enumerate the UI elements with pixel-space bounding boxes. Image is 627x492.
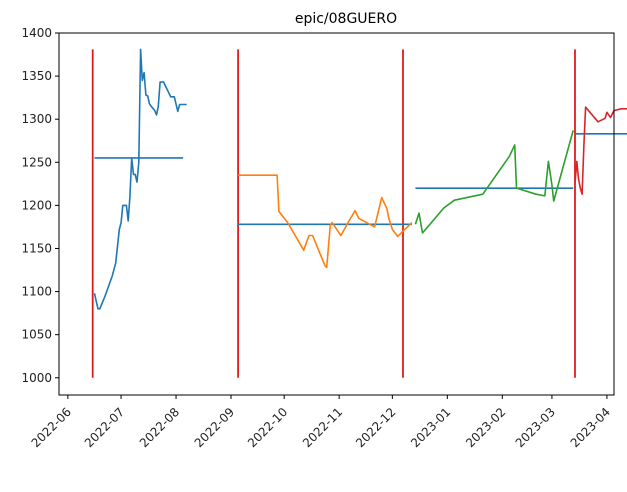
series-line-4 <box>574 106 627 195</box>
plot-area <box>91 48 627 378</box>
y-tick-label: 1300 <box>21 112 52 126</box>
y-tick-label: 1000 <box>21 371 52 385</box>
y-tick-label: 1050 <box>21 328 52 342</box>
x-axis: 2022-06 2022-07 2022-08 2022-09 2022-10 2022-… <box>29 395 613 450</box>
x-tick-label: 2023-04 <box>568 405 613 450</box>
y-tick-label: 1150 <box>21 241 52 255</box>
x-tick-label: 2022-08 <box>137 405 182 450</box>
y-tick-label: 1400 <box>21 26 52 40</box>
x-tick-label: 2022-11 <box>300 405 345 450</box>
y-tick-label: 1100 <box>21 285 52 299</box>
axes-frame <box>58 32 615 396</box>
y-tick-label: 1250 <box>21 155 52 169</box>
y-axis: 1000 1050 1100 1150 1200 1250 1300 1350 1400 <box>21 26 59 385</box>
chart-title: epic/08GUERO <box>295 11 397 27</box>
x-tick-label: 2023-01 <box>408 405 453 450</box>
x-tick-label: 2022-10 <box>245 405 290 450</box>
series-line-1 <box>93 48 187 310</box>
x-tick-label: 2023-03 <box>513 405 558 450</box>
y-tick-label: 1350 <box>21 69 52 83</box>
x-tick-label: 2022-12 <box>353 405 398 450</box>
series-line-2 <box>238 174 413 269</box>
x-tick-label: 2022-09 <box>192 405 237 450</box>
x-tick-label: 2023-02 <box>463 405 508 450</box>
x-tick-label: 2022-06 <box>29 405 74 450</box>
series-line-3 <box>414 130 574 234</box>
x-tick-label: 2022-07 <box>82 405 127 450</box>
y-tick-label: 1200 <box>21 198 52 212</box>
